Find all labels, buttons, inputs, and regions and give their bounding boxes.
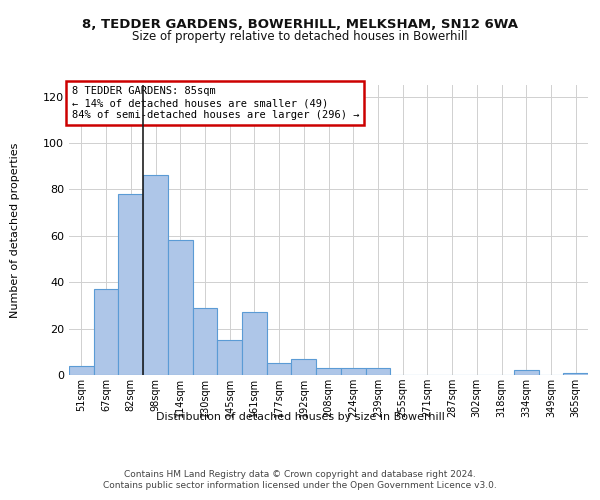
Text: Distribution of detached houses by size in Bowerhill: Distribution of detached houses by size …	[155, 412, 445, 422]
Bar	[118, 194, 143, 375]
Bar	[193, 308, 217, 375]
Y-axis label: Number of detached properties: Number of detached properties	[10, 142, 20, 318]
Text: Contains public sector information licensed under the Open Government Licence v3: Contains public sector information licen…	[103, 481, 497, 490]
Text: 8, TEDDER GARDENS, BOWERHILL, MELKSHAM, SN12 6WA: 8, TEDDER GARDENS, BOWERHILL, MELKSHAM, …	[82, 18, 518, 30]
Text: Contains HM Land Registry data © Crown copyright and database right 2024.: Contains HM Land Registry data © Crown c…	[124, 470, 476, 479]
Bar	[217, 340, 242, 375]
Bar	[94, 289, 118, 375]
Text: Size of property relative to detached houses in Bowerhill: Size of property relative to detached ho…	[132, 30, 468, 43]
Bar	[365, 368, 390, 375]
Bar	[563, 372, 588, 375]
Bar	[514, 370, 539, 375]
Bar	[292, 359, 316, 375]
Text: 8 TEDDER GARDENS: 85sqm
← 14% of detached houses are smaller (49)
84% of semi-de: 8 TEDDER GARDENS: 85sqm ← 14% of detache…	[71, 86, 359, 120]
Bar	[316, 368, 341, 375]
Bar	[69, 366, 94, 375]
Bar	[143, 176, 168, 375]
Bar	[267, 364, 292, 375]
Bar	[242, 312, 267, 375]
Bar	[341, 368, 365, 375]
Bar	[168, 240, 193, 375]
